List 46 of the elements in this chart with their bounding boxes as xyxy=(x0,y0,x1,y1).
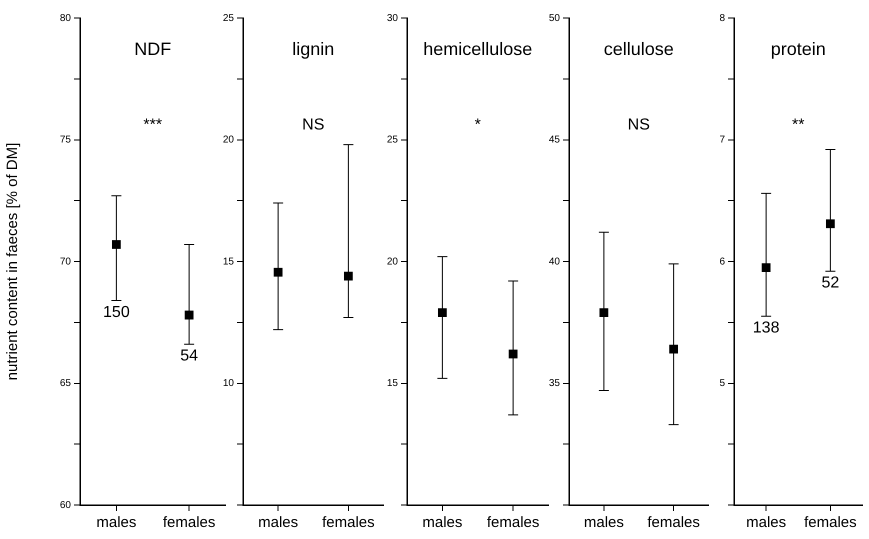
y-tick-label: 70 xyxy=(60,256,72,268)
y-tick-label: 75 xyxy=(60,134,72,146)
y-tick-label: 8 xyxy=(719,12,726,24)
annotation: 138 xyxy=(752,320,780,337)
text: hemicellulose xyxy=(423,38,532,59)
x-tick-label: males xyxy=(746,514,786,532)
y-axis-title: nutrient content in faeces [% of DM] xyxy=(4,142,22,380)
y-tick-label: 45 xyxy=(548,134,560,146)
x-tick-label: males xyxy=(584,514,624,532)
y-tick-label: 15 xyxy=(386,378,398,389)
x-tick-label: males xyxy=(96,514,136,532)
y-tick-label: 30 xyxy=(386,12,398,24)
x-tick-label: females xyxy=(804,514,857,532)
annotation: NS xyxy=(628,116,650,134)
x-tick-label: males xyxy=(422,514,462,532)
annotation: 52 xyxy=(821,274,840,292)
y-tick-label: 20 xyxy=(386,256,398,268)
x-tick-label: females xyxy=(486,514,540,532)
y-tick-label: 80 xyxy=(60,12,72,24)
annotation: NS xyxy=(302,116,324,134)
y-tick-label: 65 xyxy=(60,378,72,389)
annotation: * xyxy=(474,116,481,134)
x-tick-label: females xyxy=(647,514,700,532)
y-tick-label: 25 xyxy=(386,134,398,146)
x-tick-label: males xyxy=(258,514,298,532)
text: protein xyxy=(770,38,826,59)
y-tick-label: 10 xyxy=(222,378,234,389)
y-tick-label: 15 xyxy=(222,256,234,268)
y-tick-label: 25 xyxy=(222,12,234,24)
y-tick-label: 50 xyxy=(548,12,560,24)
x-tick-label: females xyxy=(162,514,216,532)
annotation: 54 xyxy=(180,348,198,365)
text: cellulose xyxy=(604,38,674,59)
y-tick-label: 5 xyxy=(719,378,726,389)
y-tick-label: 20 xyxy=(222,134,234,146)
y-tick-label: 60 xyxy=(60,500,72,511)
y-tick-label: 7 xyxy=(719,134,726,146)
y-tick-label: 6 xyxy=(719,256,726,268)
annotation: 150 xyxy=(103,304,130,321)
annotation: ** xyxy=(792,116,804,134)
x-tick-label: females xyxy=(322,514,375,532)
y-tick-label: 35 xyxy=(548,378,560,389)
text: NDF xyxy=(134,38,172,59)
y-tick-label: 40 xyxy=(548,256,560,268)
text: lignin xyxy=(292,38,334,59)
annotation: *** xyxy=(143,116,162,134)
